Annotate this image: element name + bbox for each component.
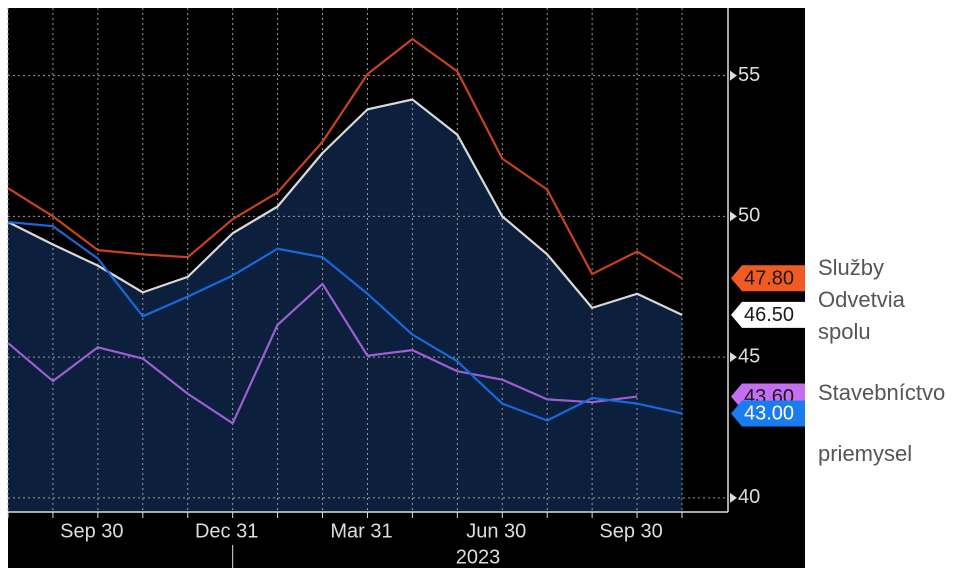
legend-label: Odvetvia spolu xyxy=(818,287,905,344)
series-line xyxy=(7,98,683,316)
y-tick-label: 50 xyxy=(738,205,760,227)
x-tick-label: Sep 30 xyxy=(60,520,123,542)
value-tag xyxy=(731,265,810,292)
x-tick-label: Mar 31 xyxy=(330,520,392,542)
legend-label: Služby xyxy=(818,255,885,280)
legend-label: Stavebníctvo xyxy=(818,380,946,405)
value-label: 47.80 xyxy=(744,268,794,290)
value-label: 46.50 xyxy=(744,304,794,326)
series-line xyxy=(7,282,638,425)
y-tick-label: 55 xyxy=(738,64,760,86)
right-margin xyxy=(805,0,966,568)
x-tick-label: Dec 31 xyxy=(195,520,258,542)
value-label: 43.00 xyxy=(744,403,794,425)
value-tag xyxy=(731,301,810,328)
series-line xyxy=(7,220,683,422)
y-tick xyxy=(730,492,737,503)
y-tick xyxy=(730,211,737,222)
y-tick xyxy=(730,352,737,363)
value-tag xyxy=(731,400,810,427)
legend-label: priemysel xyxy=(818,441,913,466)
x-tick-label: Jun 30 xyxy=(466,520,526,542)
year-label: 2023 xyxy=(456,546,501,568)
x-tick-label: Sep 30 xyxy=(599,520,662,542)
y-tick xyxy=(730,70,737,81)
y-tick-label: 45 xyxy=(738,345,760,367)
series-line xyxy=(7,37,683,280)
y-tick-label: 40 xyxy=(738,486,760,508)
